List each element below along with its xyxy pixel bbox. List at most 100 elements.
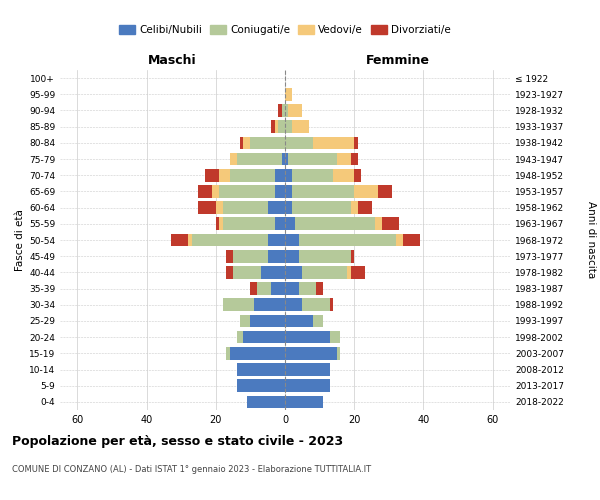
Bar <box>351 202 358 214</box>
Bar <box>292 202 351 214</box>
Bar <box>316 282 323 295</box>
Bar <box>219 169 230 181</box>
Bar <box>285 185 292 198</box>
Bar <box>250 314 285 328</box>
Bar <box>302 266 347 278</box>
Bar <box>261 266 285 278</box>
Bar <box>199 185 212 198</box>
Bar <box>268 250 285 262</box>
Bar <box>281 104 285 117</box>
Bar <box>250 136 285 149</box>
Bar <box>226 347 230 360</box>
Bar <box>233 266 261 278</box>
Bar <box>275 169 285 181</box>
Bar <box>289 104 302 117</box>
Bar <box>236 363 285 376</box>
Bar <box>375 218 382 230</box>
Text: Anni di nascita: Anni di nascita <box>586 202 596 278</box>
Bar <box>250 282 257 295</box>
Bar <box>226 250 233 262</box>
Bar <box>233 250 268 262</box>
Bar <box>334 169 354 181</box>
Bar <box>285 298 302 311</box>
Bar <box>278 120 285 133</box>
Bar <box>212 185 219 198</box>
Bar <box>285 136 313 149</box>
Bar <box>299 282 316 295</box>
Text: COMUNE DI CONZANO (AL) - Dati ISTAT 1° gennaio 2023 - Elaborazione TUTTITALIA.IT: COMUNE DI CONZANO (AL) - Dati ISTAT 1° g… <box>12 465 371 474</box>
Bar <box>278 104 281 117</box>
Bar <box>247 396 285 408</box>
Bar <box>285 169 292 181</box>
Bar <box>354 169 361 181</box>
Bar <box>285 250 299 262</box>
Bar <box>285 363 330 376</box>
Bar <box>313 136 354 149</box>
Bar <box>285 234 299 246</box>
Bar <box>292 120 309 133</box>
Bar <box>337 347 340 360</box>
Bar <box>351 250 354 262</box>
Bar <box>285 218 295 230</box>
Bar <box>191 234 268 246</box>
Bar <box>358 202 371 214</box>
Bar <box>299 234 396 246</box>
Bar <box>285 314 313 328</box>
Bar <box>285 104 289 117</box>
Bar <box>295 218 375 230</box>
Bar <box>275 218 285 230</box>
Bar <box>379 185 392 198</box>
Bar <box>216 202 223 214</box>
Bar <box>223 298 254 311</box>
Bar <box>285 120 292 133</box>
Bar <box>271 120 275 133</box>
Bar <box>302 298 330 311</box>
Bar <box>244 136 250 149</box>
Bar <box>236 331 244 344</box>
Bar <box>230 152 236 166</box>
Bar <box>257 282 271 295</box>
Bar <box>236 152 281 166</box>
Bar <box>351 266 365 278</box>
Bar <box>285 266 302 278</box>
Bar <box>313 314 323 328</box>
Bar <box>226 266 233 278</box>
Bar <box>396 234 403 246</box>
Bar <box>275 185 285 198</box>
Bar <box>223 202 268 214</box>
Bar <box>403 234 420 246</box>
Bar <box>219 185 275 198</box>
Bar <box>240 314 250 328</box>
Bar <box>171 234 188 246</box>
Bar <box>351 152 358 166</box>
Bar <box>285 347 337 360</box>
Bar <box>240 136 244 149</box>
Bar <box>285 88 292 101</box>
Bar <box>330 298 334 311</box>
Bar <box>254 298 285 311</box>
Bar <box>244 331 285 344</box>
Bar <box>292 185 354 198</box>
Bar <box>354 185 379 198</box>
Bar <box>299 250 351 262</box>
Bar <box>285 380 330 392</box>
Text: Femmine: Femmine <box>365 54 430 67</box>
Bar <box>275 120 278 133</box>
Bar <box>268 234 285 246</box>
Bar <box>188 234 191 246</box>
Bar <box>230 169 275 181</box>
Y-axis label: Fasce di età: Fasce di età <box>15 209 25 271</box>
Bar <box>330 331 340 344</box>
Text: Popolazione per età, sesso e stato civile - 2023: Popolazione per età, sesso e stato civil… <box>12 435 343 448</box>
Bar <box>382 218 399 230</box>
Bar <box>285 202 292 214</box>
Bar <box>223 218 275 230</box>
Bar <box>347 266 351 278</box>
Bar <box>271 282 285 295</box>
Bar <box>285 331 330 344</box>
Bar <box>219 218 223 230</box>
Bar <box>230 347 285 360</box>
Legend: Celibi/Nubili, Coniugati/e, Vedovi/e, Divorziati/e: Celibi/Nubili, Coniugati/e, Vedovi/e, Di… <box>115 21 455 40</box>
Bar <box>292 169 334 181</box>
Bar <box>289 152 337 166</box>
